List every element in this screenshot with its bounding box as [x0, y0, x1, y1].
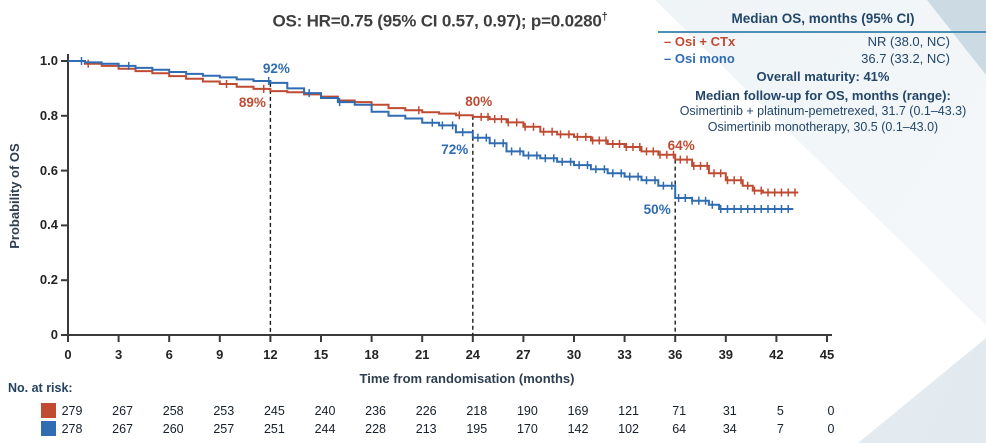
x-tick-label: 9: [216, 347, 224, 362]
risk-count: 240: [314, 404, 336, 418]
y-tick-label: 0: [50, 327, 58, 342]
x-tick-label: 12: [263, 347, 278, 362]
legend-row-osi-mono: – Osi mono 36.7 (33.2, NC): [658, 50, 986, 67]
risk-count: 260: [162, 422, 184, 436]
x-tick-label: 27: [516, 347, 531, 362]
line-marker-icon: –: [664, 34, 672, 49]
risk-count: 236: [365, 404, 387, 418]
x-tick-label: 33: [617, 347, 632, 362]
risk-count: 245: [263, 404, 285, 418]
x-tick-label: 3: [114, 347, 123, 362]
risk-count: 228: [365, 422, 387, 436]
x-tick-label: 0: [64, 347, 72, 362]
median-os-osi-ctx: NR (38.0, NC): [867, 34, 950, 49]
stats-panel-divider: [658, 31, 986, 33]
risk-count: 0: [827, 404, 835, 418]
milestone-label: 64%: [667, 137, 695, 153]
legend-row-osi-ctx: – Osi + CTx NR (38.0, NC): [658, 33, 986, 50]
risk-count: 267: [112, 422, 134, 436]
risk-count: 195: [466, 422, 488, 436]
legend-label-osi-ctx: – Osi + CTx: [664, 34, 736, 49]
milestone-label: 72%: [441, 141, 469, 157]
x-tick-label: 45: [819, 347, 835, 362]
y-tick-label: 0.2: [39, 272, 58, 288]
risk-count: 251: [263, 422, 285, 436]
risk-count: 190: [516, 404, 538, 418]
stats-panel-header: Median OS, months (95% CI): [731, 11, 915, 26]
risk-count: 169: [567, 404, 589, 418]
y-tick-label: 1.0: [39, 53, 58, 68]
median-os-osi-mono: 36.7 (33.2, NC): [861, 51, 950, 66]
risk-count: 5: [776, 404, 784, 418]
milestone-label: 92%: [262, 60, 290, 76]
risk-count: 0: [827, 422, 835, 436]
line-marker-icon: –: [664, 51, 672, 66]
risk-count: 267: [112, 404, 134, 418]
risk-count: 257: [213, 422, 235, 436]
milestone-label: 80%: [465, 93, 493, 109]
risk-count: 121: [618, 404, 640, 418]
x-tick-label: 6: [165, 347, 173, 362]
risk-count: 258: [162, 404, 184, 418]
risk-count: 102: [618, 422, 640, 436]
overall-maturity: Overall maturity: 41%: [756, 69, 890, 84]
risk-count: 31: [722, 404, 737, 418]
risk-count: 218: [466, 404, 488, 418]
x-tick-label: 30: [566, 347, 582, 362]
chart-title: OS: HR=0.75 (95% CI 0.57, 0.97); p=0.028…: [190, 11, 690, 32]
risk-count: 253: [213, 404, 235, 418]
x-tick-label: 21: [414, 347, 430, 362]
x-tick-label: 39: [718, 347, 734, 362]
risk-row-swatch: [41, 403, 56, 418]
risk-count: 213: [415, 422, 437, 436]
risk-count: 226: [415, 404, 437, 418]
y-tick-label: 0.4: [39, 217, 58, 233]
stats-panel: Median OS, months (95% CI) – Osi + CTx N…: [658, 10, 986, 135]
risk-table-label: No. at risk:: [8, 381, 73, 395]
risk-count: 278: [61, 422, 83, 436]
x-tick-label: 24: [465, 347, 481, 362]
risk-count: 34: [722, 422, 737, 436]
followup-osi-ctx: Osimertinib + platinum-pemetrexed, 31.7 …: [679, 104, 967, 118]
legend-label-osi-mono: – Osi mono: [664, 51, 735, 66]
x-tick-label: 42: [769, 347, 784, 362]
followup-header: Median follow-up for OS, months (range):: [695, 87, 951, 103]
milestone-label: 50%: [643, 202, 671, 217]
milestone-label: 89%: [238, 95, 266, 111]
x-axis-title: Time from randomisation (months): [359, 371, 575, 386]
y-tick-label: 0.6: [39, 162, 58, 178]
x-tick-label: 15: [313, 347, 329, 362]
risk-count: 170: [516, 422, 538, 436]
risk-count: 279: [61, 404, 83, 418]
risk-count: 64: [672, 422, 687, 436]
risk-count: 71: [672, 404, 687, 418]
x-tick-label: 18: [364, 347, 379, 362]
risk-count: 142: [567, 422, 589, 436]
risk-row-swatch: [41, 421, 56, 436]
chart-title-text: OS: HR=0.75 (95% CI 0.57, 0.97); p=0.028…: [272, 11, 602, 31]
y-tick-label: 0.8: [39, 107, 58, 123]
risk-count: 244: [314, 422, 336, 436]
dagger-footnote-mark: †: [601, 11, 608, 23]
risk-count: 7: [776, 422, 784, 436]
x-tick-label: 36: [667, 347, 683, 362]
followup-osi-mono: Osimertinib monotherapy, 30.5 (0.1–43.0): [707, 119, 939, 134]
